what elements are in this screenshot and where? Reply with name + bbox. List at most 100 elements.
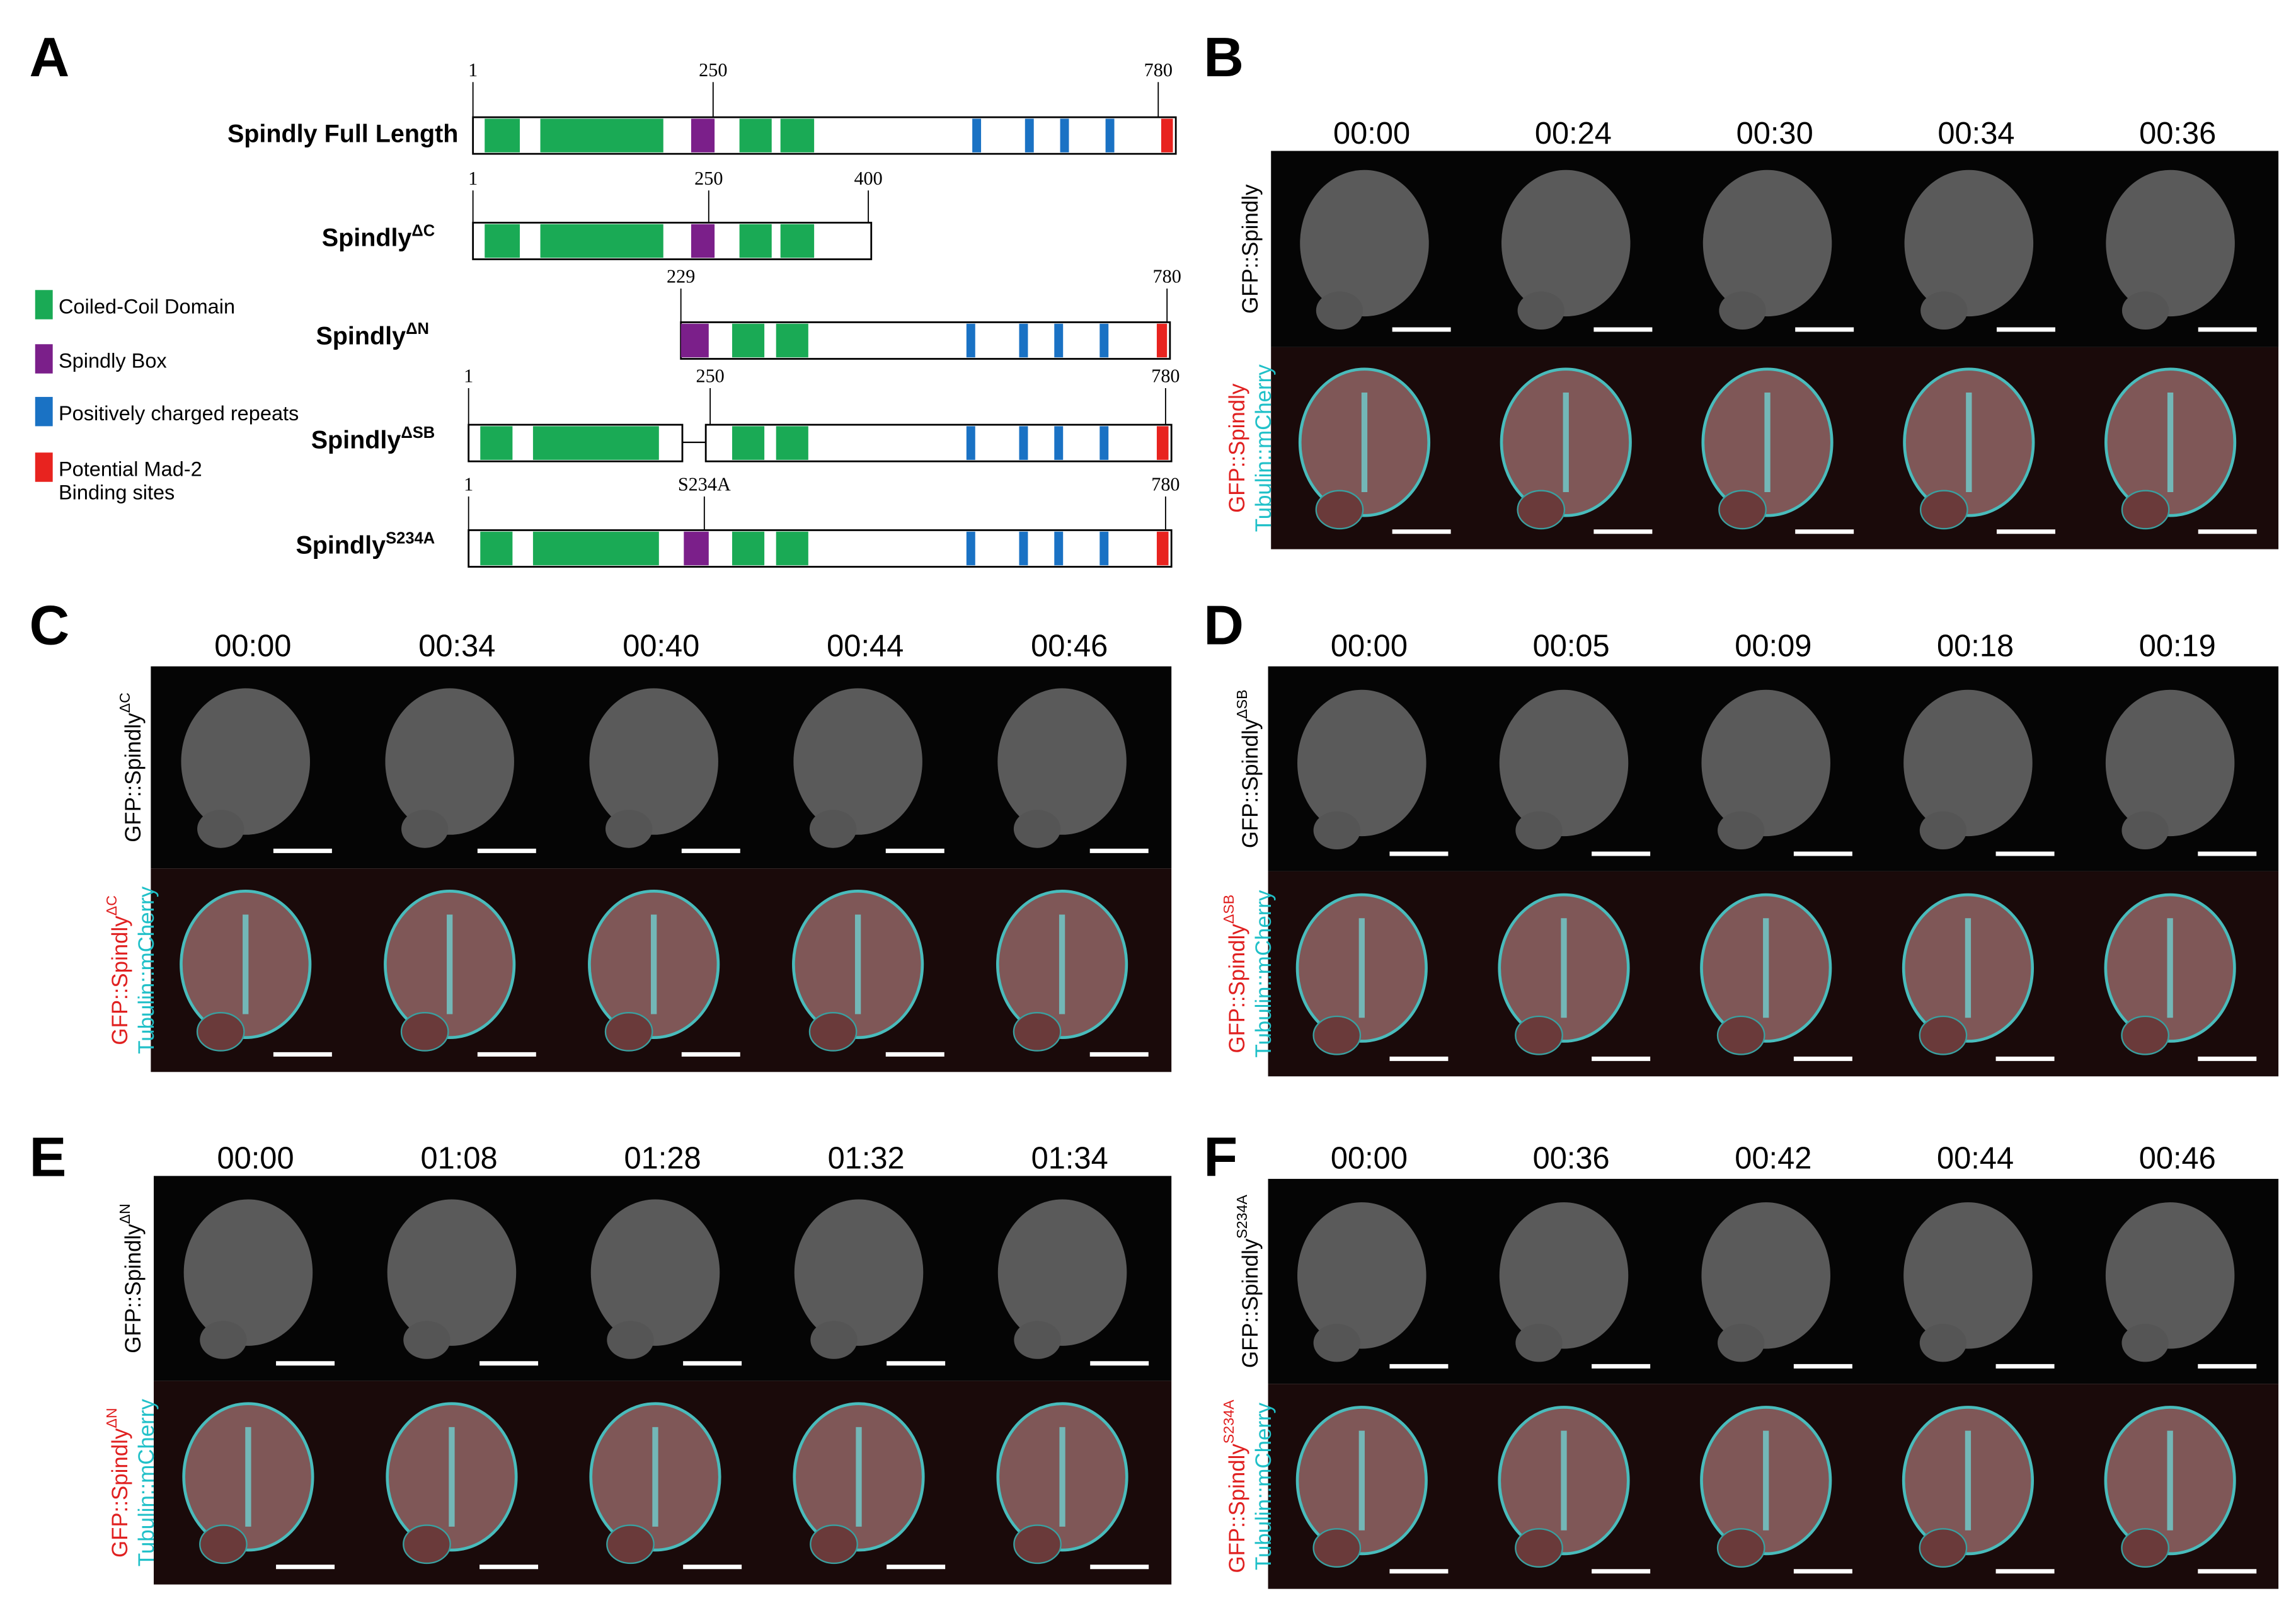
position-label: 1 — [468, 168, 478, 189]
cell-bud — [1312, 1015, 1362, 1055]
domain — [680, 323, 709, 358]
timestamp: 00:05 — [1533, 629, 1610, 663]
cell-bud — [1718, 490, 1767, 530]
channel-label-superscript: ΔN — [117, 1203, 133, 1224]
channel-label: GFP::SpindlyS234A — [1220, 1399, 1249, 1573]
cell-bud — [403, 1321, 451, 1359]
cell-bud — [2121, 1528, 2169, 1568]
cell-bud — [1517, 490, 1566, 530]
channel-label: Tubulin::mCherry — [134, 1399, 159, 1566]
construct-name-superscript: ΔN — [406, 320, 429, 338]
cell-bud — [1920, 291, 1968, 330]
cell-image — [793, 688, 922, 835]
cell-image — [1701, 689, 1830, 837]
construct-name-text: Spindly Full Length — [227, 120, 458, 148]
position-label: 1 — [464, 474, 473, 495]
timestamp: 00:40 — [623, 629, 699, 663]
cell-bud — [809, 810, 857, 848]
domain — [532, 531, 659, 566]
cell-image — [1499, 689, 1629, 837]
domain — [966, 426, 975, 460]
channel-label: GFP::SpindlyΔC — [117, 692, 146, 842]
timestamp: 00:42 — [1735, 1142, 1811, 1176]
cell-image — [1300, 169, 1429, 317]
domain — [966, 531, 975, 566]
position-label: 780 — [1144, 59, 1173, 81]
cell-image — [590, 1199, 720, 1346]
channel-label: GFP::Spindly — [1225, 383, 1249, 513]
cell-bud — [1316, 291, 1363, 330]
domain — [966, 323, 975, 358]
cell-image — [2105, 689, 2235, 837]
channel-label: GFP::SpindlyΔN — [117, 1203, 146, 1353]
domain — [780, 118, 815, 152]
domain — [1019, 323, 1028, 358]
cell-bud — [810, 1321, 858, 1359]
timestamp: 00:00 — [1333, 117, 1410, 151]
legend-text: Spindly Box — [59, 349, 167, 372]
timestamp: 00:36 — [2139, 117, 2216, 151]
domain — [1054, 323, 1064, 358]
legend-text: Binding sites — [59, 481, 175, 504]
channel-label: GFP::SpindlyS234A — [1234, 1195, 1263, 1369]
cell-bud — [1919, 1324, 1967, 1362]
cell-image — [1903, 689, 2033, 837]
timestamp: 00:18 — [1937, 629, 2014, 663]
cell-bud — [606, 1524, 655, 1565]
cell-bud — [1919, 1528, 1968, 1568]
legend-swatch — [35, 290, 53, 319]
construct-name: SpindlyΔC — [322, 222, 435, 251]
cell-bud — [607, 1321, 654, 1359]
cell-image — [997, 688, 1127, 835]
panel-letter: B — [1203, 26, 1244, 88]
cell-bud — [1718, 1324, 1765, 1362]
domain — [540, 118, 663, 152]
domain — [1054, 531, 1064, 566]
construct-name: SpindlyS234A — [296, 529, 435, 559]
cell-image — [1297, 689, 1426, 837]
panel-letter: A — [29, 26, 69, 88]
cell-bud — [2121, 1324, 2169, 1362]
channel-label: Tubulin::mCherry — [1251, 364, 1276, 532]
cell-bud — [401, 810, 449, 848]
cell-bud — [200, 1321, 247, 1359]
timestamp: 00:34 — [418, 629, 495, 663]
domain — [776, 323, 808, 358]
cell-bud — [1515, 1528, 1563, 1568]
position-label: 1 — [464, 365, 473, 387]
cell-bud — [1719, 291, 1766, 330]
cell-image — [2106, 169, 2235, 317]
timestamp: 00:00 — [1331, 629, 1408, 663]
cell-bud — [2121, 811, 2169, 850]
construct-name: SpindlyΔSB — [311, 424, 435, 454]
channel-label: GFP::Spindly — [1238, 184, 1263, 314]
channel-label-text: GFP::Spindly — [108, 1428, 132, 1558]
cell-bud — [2121, 291, 2169, 330]
domain — [732, 531, 765, 566]
domain — [776, 531, 808, 566]
panel-letter: E — [29, 1125, 66, 1188]
cell-bud — [605, 810, 653, 848]
cell-bud — [1013, 1012, 1062, 1052]
domain — [739, 118, 772, 152]
timestamp: 01:34 — [1031, 1142, 1108, 1176]
timestamp: 01:08 — [421, 1142, 498, 1176]
domain — [1105, 118, 1115, 152]
legend-text: Potential Mad-2 — [59, 457, 202, 480]
channel-label-superscript: S234A — [1220, 1399, 1237, 1444]
domain — [480, 426, 513, 460]
cell-bud — [1515, 811, 1563, 850]
channel-label: Tubulin::mCherry — [1251, 1402, 1276, 1570]
domain — [1156, 531, 1169, 566]
channel-label-superscript: ΔN — [103, 1408, 120, 1428]
domain — [684, 531, 709, 566]
panel-letter: C — [29, 594, 69, 657]
construct-name-text: Spindly — [296, 532, 386, 560]
cell-bud — [1718, 811, 1765, 850]
position-label: 1 — [468, 59, 478, 81]
channel-label: GFP::SpindlyΔSB — [1220, 895, 1249, 1054]
legend-text: Positively charged repeats — [59, 402, 299, 425]
domain — [691, 224, 715, 258]
timestamp: 00:44 — [827, 629, 904, 663]
